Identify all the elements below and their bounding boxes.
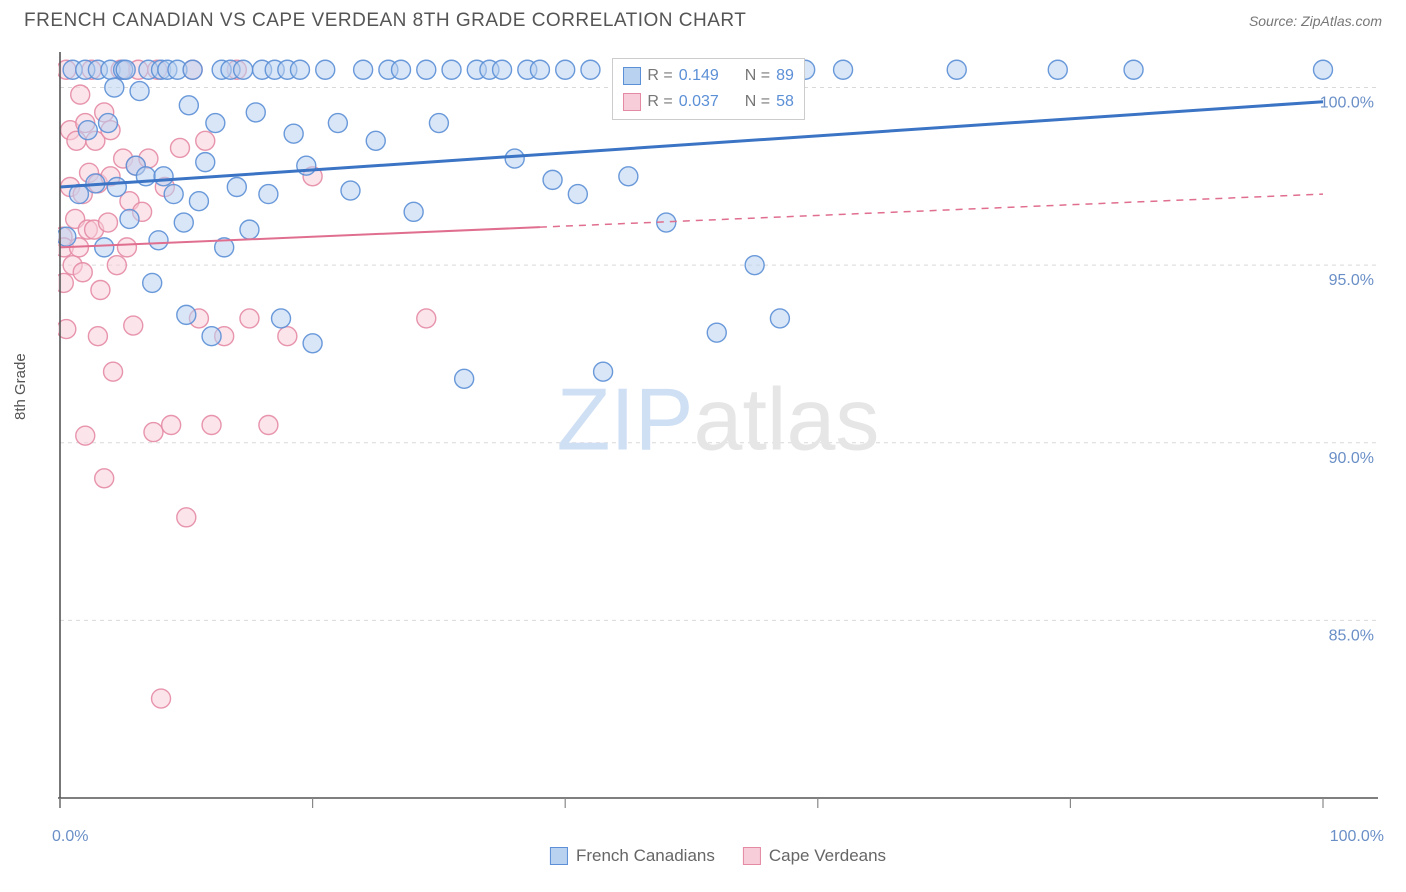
legend-item: French Canadians xyxy=(550,846,715,866)
legend-label: French Canadians xyxy=(576,846,715,866)
legend-stat-row: R = 0.149 N =89 xyxy=(623,63,794,89)
chart-area: 85.0% 90.0% 95.0% 100.0% ZIPatlas R = 0.149 N … xyxy=(58,50,1378,818)
stat-n-label: N = xyxy=(745,89,770,115)
x-axis-label-min: 0.0% xyxy=(52,828,88,846)
chart-title: FRENCH CANADIAN VS CAPE VERDEAN 8TH GRAD… xyxy=(24,10,746,32)
stat-r-label: R = xyxy=(647,63,672,89)
stat-r-value: 0.149 xyxy=(679,63,719,89)
stat-r-value: 0.037 xyxy=(679,89,719,115)
svg-text:ZIPatlas: ZIPatlas xyxy=(557,369,880,468)
stat-n-label: N = xyxy=(745,63,770,89)
svg-text:90.0%: 90.0% xyxy=(1329,450,1374,467)
svg-text:95.0%: 95.0% xyxy=(1329,272,1374,289)
stat-n-value: 58 xyxy=(776,89,794,115)
legend-swatch xyxy=(623,93,641,111)
scatter-plot-svg: 85.0% 90.0% 95.0% 100.0% ZIPatlas xyxy=(58,50,1378,818)
correlation-legend: R = 0.149 N =89 R = 0.037 N =58 xyxy=(612,58,805,120)
stat-n-value: 89 xyxy=(776,63,794,89)
legend-swatch xyxy=(743,847,761,865)
legend-label: Cape Verdeans xyxy=(769,846,886,866)
legend-item: Cape Verdeans xyxy=(743,846,886,866)
legend-stat-row: R = 0.037 N =58 xyxy=(623,89,794,115)
legend-swatch xyxy=(550,847,568,865)
svg-text:100.0%: 100.0% xyxy=(1320,95,1374,112)
legend-swatch xyxy=(623,67,641,85)
y-axis-title: 8th Grade xyxy=(12,353,29,420)
stat-r-label: R = xyxy=(647,89,672,115)
svg-text:85.0%: 85.0% xyxy=(1329,627,1374,644)
series-legend: French Canadians Cape Verdeans xyxy=(550,846,886,866)
source-attribution: Source: ZipAtlas.com xyxy=(1249,13,1382,29)
x-axis-label-max: 100.0% xyxy=(1330,828,1384,846)
